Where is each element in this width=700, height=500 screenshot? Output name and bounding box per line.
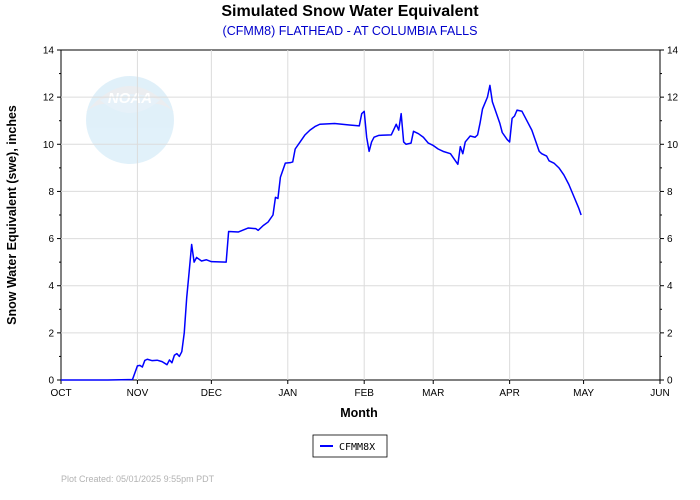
y-tick-label-right: 8 (667, 187, 673, 198)
x-tick-label: MAR (422, 388, 444, 399)
y-tick-label-left: 4 (48, 281, 54, 292)
y-tick-label-left: 6 (48, 234, 54, 245)
x-tick-label: NOV (127, 388, 149, 399)
legend-box (312, 434, 388, 458)
y-tick-label-right: 6 (667, 234, 673, 245)
legend: CFMM8X (312, 434, 388, 458)
x-tick-label: FEB (354, 388, 374, 399)
x-axis-title: Month (340, 406, 377, 420)
y-tick-label-right: 12 (667, 93, 679, 104)
plot-created-footer: Plot Created: 05/01/2025 9:55pm PDT (61, 474, 215, 484)
y-tick-label-right: 2 (667, 328, 673, 339)
y-tick-label-right: 10 (667, 140, 679, 151)
noaa-logo-text: NOAA (108, 90, 152, 107)
noaa-logo-watermark: NOAA (86, 76, 174, 164)
x-tick-label: MAY (573, 388, 594, 399)
chart-title: Simulated Snow Water Equivalent (221, 3, 479, 20)
y-axis-title: Snow Water Equivalent (swe), inches (5, 105, 19, 325)
y-tick-label-right: 4 (667, 281, 673, 292)
series-line-cfmm8x (61, 84, 582, 381)
x-tick-label: APR (499, 388, 520, 399)
y-tick-label-left: 0 (48, 376, 54, 387)
y-tick-label-left: 2 (48, 328, 54, 339)
y-tick-label-left: 10 (43, 140, 55, 151)
y-tick-label-left: 8 (48, 187, 54, 198)
chart-subtitle: (CFMM8) FLATHEAD - AT COLUMBIA FALLS (223, 24, 478, 38)
y-tick-label-left: 12 (43, 93, 55, 104)
x-tick-label: JUN (650, 388, 669, 399)
x-tick-label: DEC (201, 388, 222, 399)
legend-label-cfmm8x: CFMM8X (339, 442, 375, 453)
x-tick-label: JAN (278, 388, 297, 399)
y-tick-label-right: 14 (667, 46, 679, 57)
x-tick-label: OCT (50, 388, 71, 399)
y-tick-label-right: 0 (667, 376, 673, 387)
y-tick-label-left: 14 (43, 46, 55, 57)
